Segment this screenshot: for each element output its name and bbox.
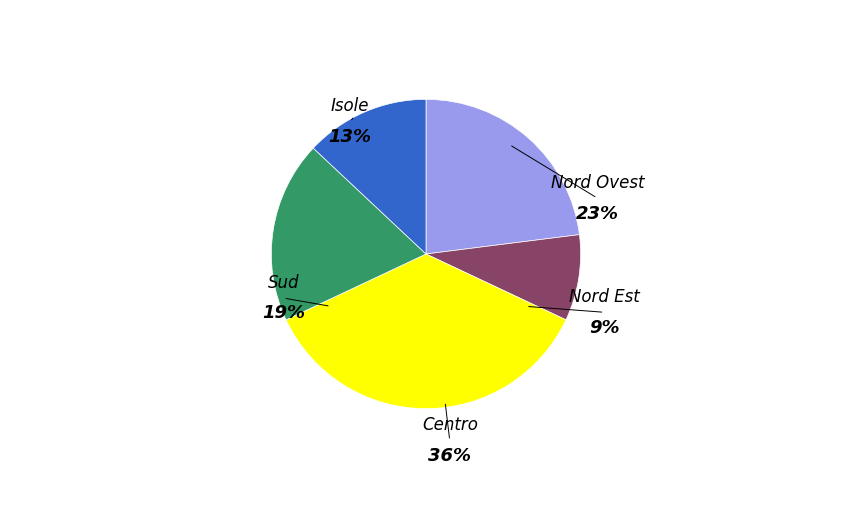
Text: Centro: Centro [422,417,478,434]
Wedge shape [271,148,426,320]
Text: Nord Ovest: Nord Ovest [550,174,644,192]
Text: 13%: 13% [328,129,371,146]
Text: Isole: Isole [331,98,369,115]
Text: 19%: 19% [262,304,305,323]
Text: 23%: 23% [576,205,619,223]
Wedge shape [286,254,566,408]
Wedge shape [426,235,581,320]
Wedge shape [314,100,426,254]
Text: Sud: Sud [268,273,299,292]
Text: 36%: 36% [429,447,471,465]
Text: Nord Est: Nord Est [569,288,640,306]
Text: 9%: 9% [590,319,619,337]
Wedge shape [426,100,579,254]
